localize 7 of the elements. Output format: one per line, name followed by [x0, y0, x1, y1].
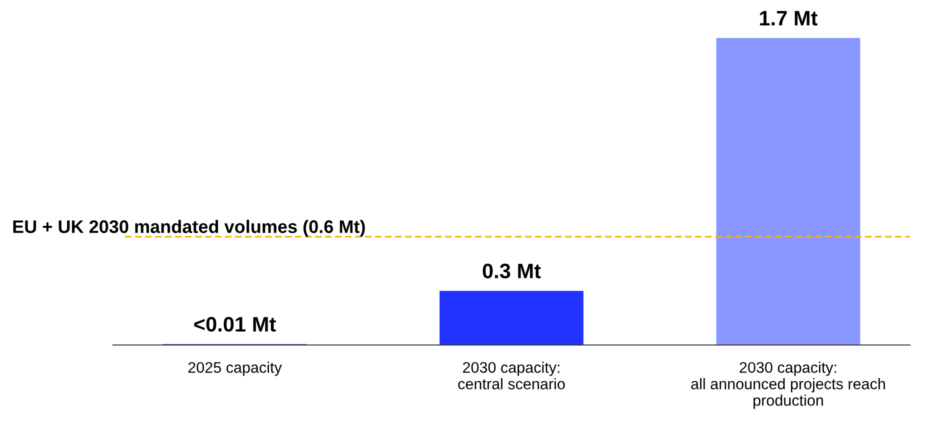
data-label: 0.3 Mt: [482, 264, 541, 278]
data-label: 1.7 Mt: [760, 11, 818, 26]
x-tick-label: 2025 capacity: [188, 362, 282, 376]
data-label: <0.01 Mt: [194, 316, 276, 332]
x-tick-label: 2030 capacity: central scenario: [458, 362, 565, 390]
x-tick-label: 2030 capacity: all announced projects reach production: [691, 362, 885, 409]
ref-line-label: EU + UK 2030 mandated volumes (0.6 Mt): [13, 220, 365, 237]
